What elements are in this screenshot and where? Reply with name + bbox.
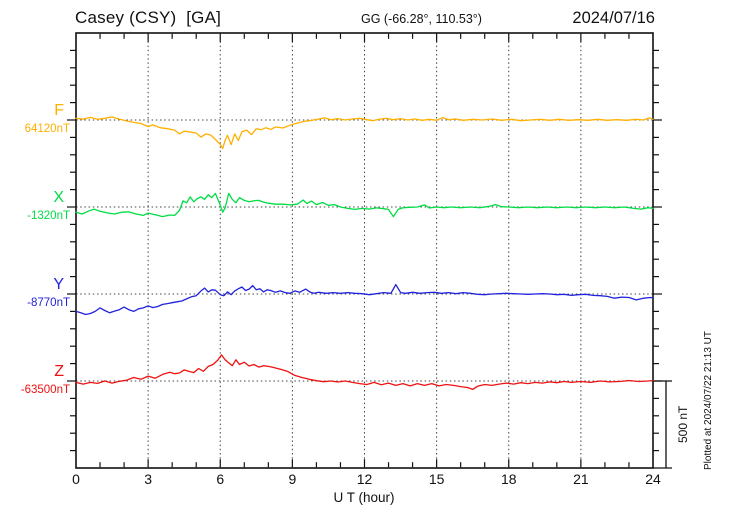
- component-label-Y: Y -8770nT: [0, 276, 70, 310]
- x-tick-label-21: 21: [573, 471, 589, 487]
- trace-Y: [75, 283, 654, 316]
- station-title: Casey (CSY) [GA]: [75, 8, 222, 27]
- x-tick-label-0: 0: [72, 471, 80, 487]
- component-baseline-value: -8770nT: [27, 297, 70, 309]
- plotted-timestamp-note: Plotted at 2024/07/22 21:13 UT: [703, 331, 714, 470]
- component-label-X: X -1320nT: [0, 189, 70, 223]
- x-tick-label-6: 6: [216, 471, 225, 487]
- x-tick-label-15: 15: [428, 471, 445, 487]
- x-tick-label-24: 24: [645, 471, 661, 487]
- component-label-Z: Z -63500nT: [0, 363, 70, 397]
- x-tick-label-3: 3: [144, 471, 153, 487]
- component-baseline-value: -63500nT: [20, 384, 70, 396]
- plot-date: 2024/07/16: [572, 9, 655, 27]
- trace-X: [75, 192, 654, 218]
- component-letter: Z: [54, 363, 64, 380]
- geographic-coordinates: GG (-66.28°, 110.53°): [361, 12, 482, 26]
- trace-Z: [75, 354, 654, 391]
- scale-bar-label: 500 nT: [676, 405, 690, 444]
- component-baseline-value: -1320nT: [27, 210, 70, 222]
- trace-F: [75, 116, 654, 150]
- x-axis-title: U T (hour): [333, 490, 395, 505]
- x-tick-label-12: 12: [356, 471, 373, 487]
- component-letter: F: [54, 102, 64, 119]
- plot-frame: [75, 32, 654, 469]
- x-tick-label-18: 18: [500, 471, 517, 487]
- component-letter: Y: [53, 276, 64, 293]
- component-letter: X: [53, 189, 64, 206]
- x-tick-label-9: 9: [288, 471, 297, 487]
- component-label-F: F 64120nT: [0, 102, 70, 136]
- component-baseline-value: 64120nT: [24, 123, 70, 135]
